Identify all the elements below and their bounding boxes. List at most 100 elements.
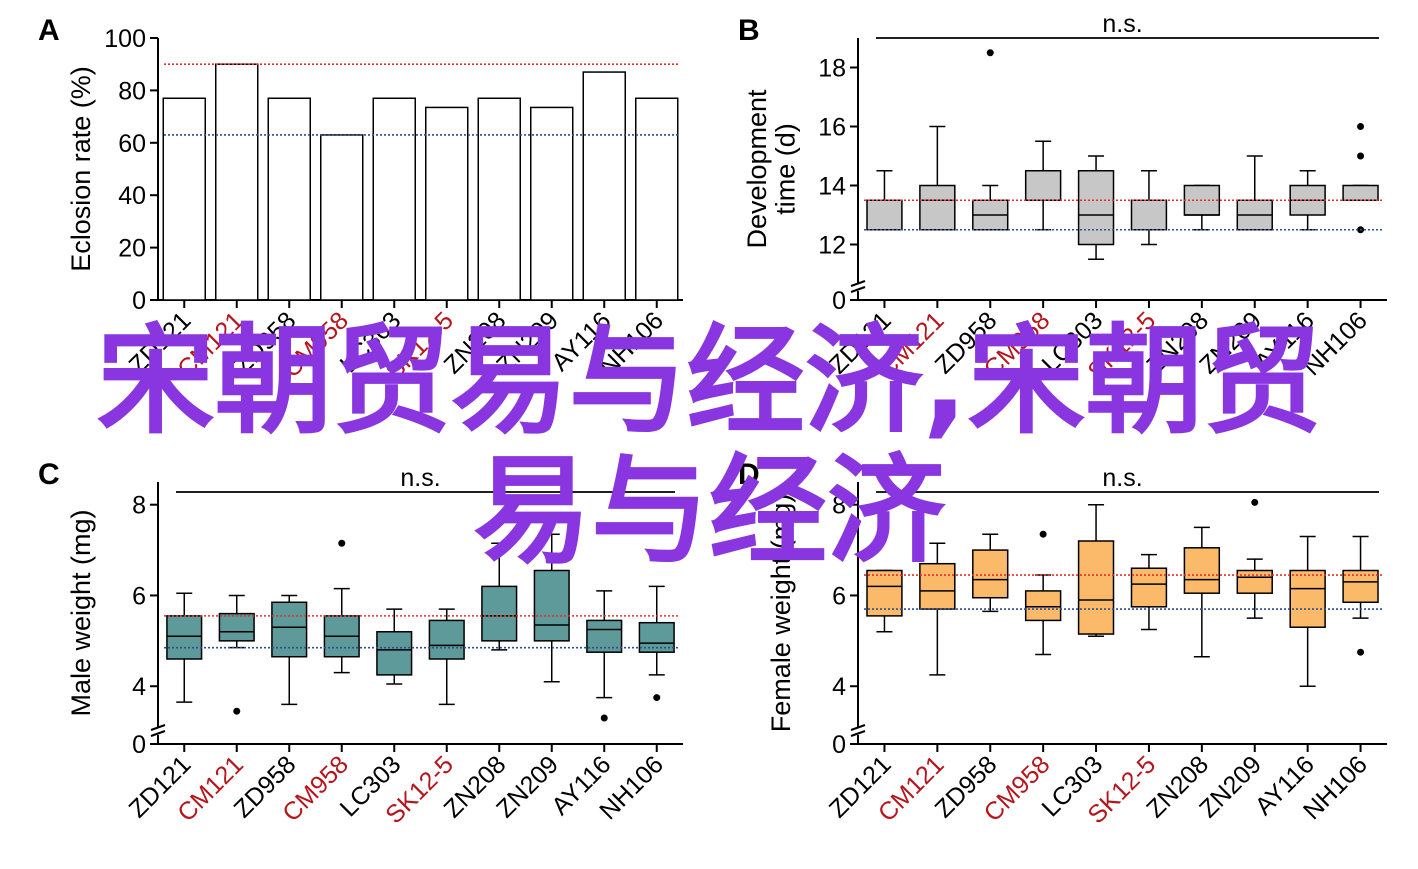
box-lc303 xyxy=(1077,503,1115,638)
box-body xyxy=(1130,567,1168,608)
bar xyxy=(267,97,311,301)
y-tick-label: 12 xyxy=(818,232,846,260)
box-nh106 xyxy=(1342,123,1379,234)
y-tick-label: 20 xyxy=(118,235,146,263)
box-body xyxy=(1289,569,1326,628)
y-axis-label: Male weight (mg) xyxy=(66,509,96,716)
y-tick-label: 80 xyxy=(118,77,146,105)
box-ay116 xyxy=(586,590,623,722)
box-zn209 xyxy=(1236,498,1273,619)
bar xyxy=(320,134,364,301)
y-tick-label: 40 xyxy=(118,182,146,210)
y-tick-label: 8 xyxy=(832,492,846,520)
outlier-point xyxy=(653,694,661,702)
axis-break-mark xyxy=(850,730,866,737)
box-body xyxy=(533,569,570,642)
significance-label: n.s. xyxy=(1102,10,1142,38)
axis-break-mark xyxy=(150,730,166,737)
box-body xyxy=(866,199,903,231)
box-lc303 xyxy=(376,608,413,685)
y-tick-label: 18 xyxy=(818,55,846,83)
box-lc303 xyxy=(1077,155,1115,260)
box-body xyxy=(1236,569,1273,594)
box-ay116 xyxy=(1289,535,1326,687)
box-body xyxy=(481,585,518,642)
box-cm958 xyxy=(1024,140,1062,231)
box-body xyxy=(972,549,1009,599)
outlier-point xyxy=(1357,648,1365,656)
outlier-point xyxy=(1039,530,1047,538)
box-body xyxy=(218,612,255,642)
box-body xyxy=(919,184,956,231)
box-sk12-5 xyxy=(1130,170,1168,246)
box-body xyxy=(166,615,203,660)
box-nh106 xyxy=(638,585,675,702)
y-axis-label: Female weight (mg) xyxy=(766,494,796,733)
y-tick-label: 16 xyxy=(818,114,846,142)
significance-label: n.s. xyxy=(400,464,440,492)
axis-break-mark xyxy=(150,724,166,731)
box-cm121 xyxy=(218,594,255,715)
y-tick-label: 8 xyxy=(132,492,146,520)
y-tick-label: 6 xyxy=(132,582,146,610)
y-tick-label: 0 xyxy=(832,731,846,759)
axis-break-mark xyxy=(850,724,866,731)
significance-label: n.s. xyxy=(1102,464,1142,492)
outlier-point xyxy=(233,707,241,715)
panel-label: B xyxy=(738,14,760,47)
bar xyxy=(635,97,679,301)
box-zd958 xyxy=(972,533,1009,613)
panel-label: D xyxy=(738,458,760,491)
box-zd958 xyxy=(271,594,308,706)
panel-label: A xyxy=(38,14,60,47)
box-zn208 xyxy=(1183,526,1221,658)
box-ay116 xyxy=(1289,170,1326,231)
box-zd121 xyxy=(866,501,903,633)
outlier-point xyxy=(880,501,888,509)
y-tick-label: 4 xyxy=(132,673,146,701)
box-body xyxy=(271,601,308,658)
box-body xyxy=(1024,170,1062,201)
box-sk12-5 xyxy=(1130,553,1168,631)
box-body xyxy=(1077,170,1115,246)
box-body xyxy=(428,619,465,660)
box-body xyxy=(1130,199,1168,231)
box-body xyxy=(1183,547,1221,594)
y-tick-label: 0 xyxy=(132,731,146,759)
box-nh106 xyxy=(1342,535,1379,656)
box-zn208 xyxy=(481,542,518,651)
box-cm958 xyxy=(1024,530,1062,656)
axis-break-mark xyxy=(850,286,866,293)
y-axis-label-line: Development xyxy=(742,89,772,249)
box-zd958 xyxy=(972,49,1009,231)
box-body xyxy=(1342,184,1379,201)
box-sk12-5 xyxy=(428,608,465,706)
y-tick-label: 14 xyxy=(818,173,846,201)
box-body xyxy=(919,562,956,610)
bar xyxy=(477,97,521,301)
bar xyxy=(425,106,469,301)
box-cm121 xyxy=(919,125,956,231)
box-zd121 xyxy=(166,592,203,703)
outlier-point xyxy=(338,539,346,547)
box-zn209 xyxy=(1236,155,1273,231)
axis-break-mark xyxy=(850,280,866,287)
panel-label: C xyxy=(38,458,60,491)
y-tick-label: 0 xyxy=(832,287,846,315)
box-body xyxy=(1077,540,1115,635)
outlier-point xyxy=(1357,123,1365,130)
box-body xyxy=(376,631,413,676)
bar xyxy=(162,97,206,301)
y-tick-label: 6 xyxy=(832,582,846,610)
box-zn209 xyxy=(533,533,570,683)
outlier-point xyxy=(986,49,994,57)
y-tick-label: 4 xyxy=(832,673,846,701)
y-axis-label: Eclosion rate (%) xyxy=(66,66,96,272)
y-tick-label: 100 xyxy=(104,25,146,53)
outlier-point xyxy=(600,714,608,722)
